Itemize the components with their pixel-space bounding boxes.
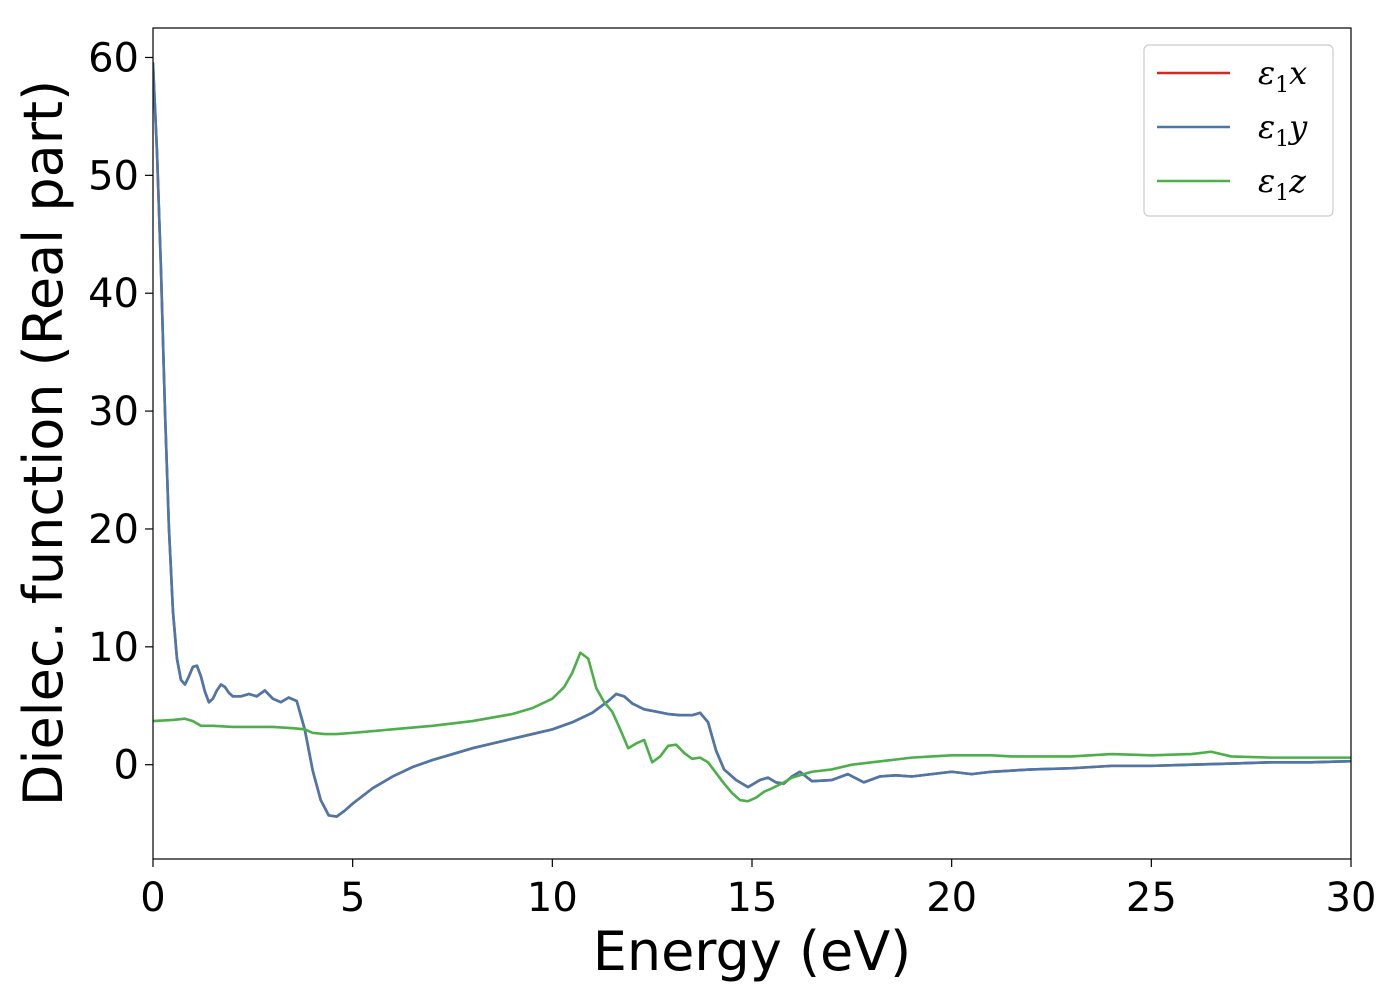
x-tick-label: 10 (527, 875, 578, 921)
y-tick-label: 10 (88, 625, 139, 671)
x-axis-label: Energy (eV) (593, 920, 912, 983)
y-axis-label: Dielec. function (Real part) (12, 80, 75, 806)
y-tick-label: 30 (88, 389, 139, 435)
y-tick-label: 20 (88, 507, 139, 553)
x-axis-ticks: 0 5 10 15 20 25 30 (140, 859, 1376, 921)
x-tick-label: 25 (1126, 875, 1177, 921)
y-tick-label: 50 (88, 153, 139, 199)
legend-label-y: ε1y (1258, 108, 1308, 152)
legend-label-z: ε1z (1258, 162, 1307, 206)
x-tick-label: 15 (727, 875, 778, 921)
x-tick-label: 30 (1326, 875, 1377, 921)
series-layer (153, 62, 1351, 818)
series-line-z (153, 651, 1351, 803)
y-tick-label: 0 (114, 743, 139, 789)
series-line-y (153, 62, 1351, 818)
legend-label-x: ε1x (1258, 54, 1307, 98)
legend-frame (1143, 44, 1334, 217)
x-tick-label: 5 (340, 875, 365, 921)
x-tick-label: 20 (926, 875, 977, 921)
y-tick-label: 40 (88, 271, 139, 317)
y-tick-label: 60 (88, 35, 139, 81)
legend: ε1x ε1y ε1z (1143, 44, 1334, 217)
x-tick-label: 0 (140, 875, 165, 921)
legend-items: ε1x ε1y ε1z (1157, 54, 1308, 206)
y-axis-ticks: 0 10 20 30 40 50 60 (88, 35, 153, 789)
